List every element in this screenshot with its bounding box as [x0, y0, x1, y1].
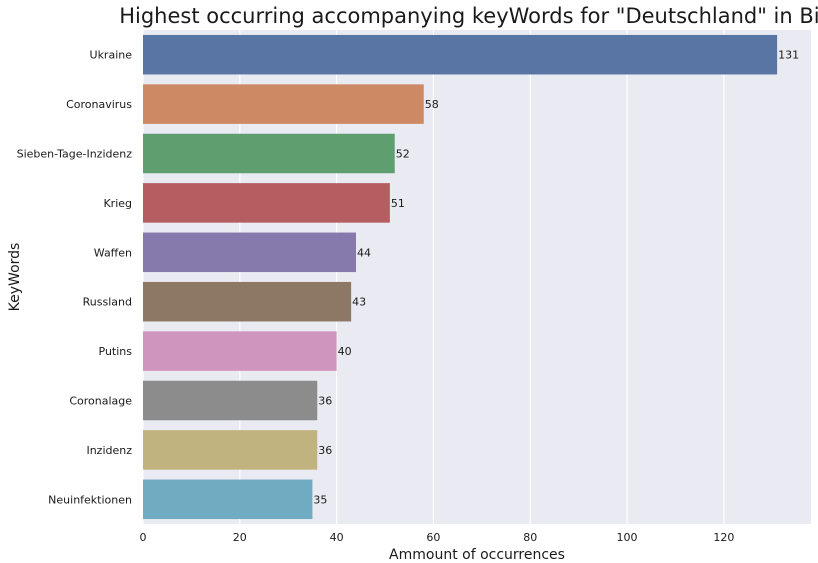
bar-coronavirus: [143, 84, 424, 124]
bar-russland: [143, 281, 352, 322]
x-axis-label: Ammount of occurrences: [389, 547, 565, 563]
bar-neuinfektionen: [143, 479, 313, 520]
bar-putins: [143, 331, 337, 371]
y-axis-label: KeyWords: [7, 243, 23, 312]
bar-ukraine: [143, 34, 778, 75]
x-tick-label: 40: [330, 531, 344, 544]
value-labels-group: 131 58 52 51 44 43 40 36 36 35: [313, 49, 799, 507]
value-label: 51: [391, 197, 405, 210]
value-label: 131: [778, 49, 799, 62]
x-tick-label: 0: [140, 531, 147, 544]
value-label: 44: [357, 246, 371, 259]
y-tick-label: Coronalage: [69, 395, 132, 408]
y-tick-label: Inzidenz: [86, 444, 132, 457]
value-label: 36: [318, 395, 332, 408]
x-tick-label: 60: [426, 531, 440, 544]
y-tick-label: Ukraine: [90, 49, 133, 62]
value-label: 36: [318, 444, 332, 457]
bars-group: [143, 34, 778, 520]
x-tick-label: 100: [617, 531, 638, 544]
y-tick-label: Putins: [99, 345, 133, 358]
value-label: 52: [396, 148, 410, 161]
bar-inzidenz: [143, 430, 318, 470]
y-tick-label: Coronavirus: [66, 98, 132, 111]
bar-waffen: [143, 232, 356, 273]
y-tick-labels: Ukraine Coronavirus Sieben-Tage-Inzidenz Kr…: [17, 49, 133, 507]
y-tick-label: Waffen: [94, 246, 132, 259]
x-tick-label: 80: [523, 531, 537, 544]
x-tick-label: 120: [713, 531, 734, 544]
value-label: 35: [313, 493, 327, 506]
value-label: 40: [338, 345, 352, 358]
chart-title: Highest occurring accompanying keyWords …: [119, 4, 818, 28]
x-tick-label: 20: [233, 531, 247, 544]
x-tick-labels: 0 20 40 60 80 100 120: [140, 531, 735, 544]
y-tick-label: Sieben-Tage-Inzidenz: [17, 148, 133, 161]
y-tick-label: Neuinfektionen: [48, 493, 132, 506]
value-label: 43: [352, 296, 366, 309]
y-tick-label: Russland: [83, 296, 132, 309]
bar-krieg: [143, 183, 390, 223]
bar-sieben-tage-inzidenz: [143, 133, 395, 174]
y-tick-label: Krieg: [103, 197, 132, 210]
bar-coronalage: [143, 380, 318, 421]
value-label: 58: [425, 98, 439, 111]
